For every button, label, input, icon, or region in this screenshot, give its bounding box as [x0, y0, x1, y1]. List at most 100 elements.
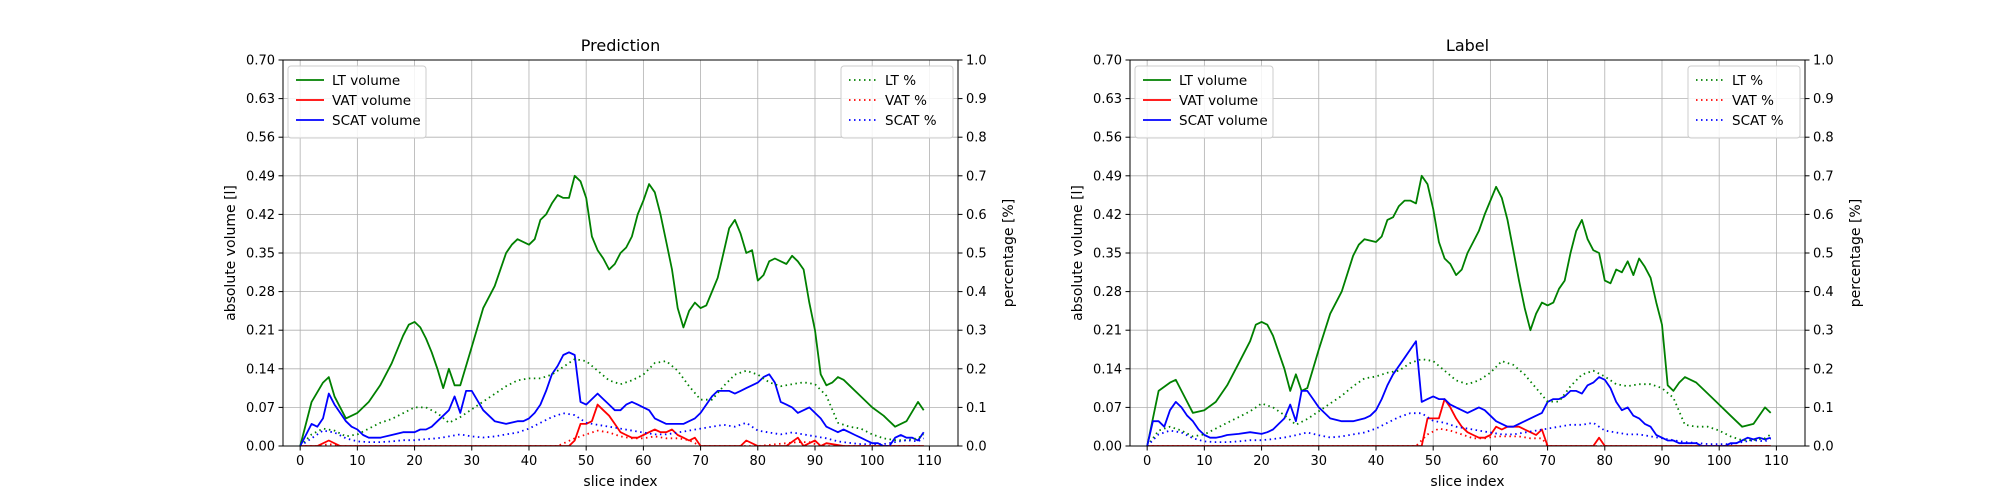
- y2-tick-label: 0.3: [1813, 324, 1834, 339]
- y-axis-label: absolute volume [l]: [1070, 185, 1086, 321]
- y2-tick-label: 0.8: [1813, 131, 1834, 146]
- y2-tick-label: 0.1: [966, 401, 987, 416]
- x-tick-label: 30: [463, 454, 480, 469]
- y2-tick-label: 0.3: [966, 324, 987, 339]
- legend: LT volume VAT volume SCAT volume: [287, 65, 427, 139]
- y-tick-label: 0.63: [246, 92, 275, 107]
- x-tick-label: 30: [1310, 454, 1327, 469]
- y2-tick-label: 0.2: [1813, 362, 1834, 377]
- y2-tick-label: 0.0: [1813, 440, 1834, 455]
- y-axis-label: absolute volume [l]: [223, 185, 239, 321]
- legend: LT volume VAT volume SCAT volume: [1134, 65, 1274, 139]
- legend-label: VAT %: [885, 93, 927, 109]
- y2-tick-label: 0.6: [1813, 208, 1834, 223]
- x-tick-label: 110: [1764, 454, 1789, 469]
- y2-tick-label: 0.8: [966, 131, 987, 146]
- chart-panel-1: 0 10 20 30 40 50 60 70 80 90 100 110 0.00 0.07 0.14 0.2…: [223, 36, 1017, 490]
- y2-tick-label: 0.7: [1813, 169, 1834, 184]
- y2-tick-label: 0.7: [966, 169, 987, 184]
- x-tick-label: 50: [578, 454, 595, 469]
- y2-tick-label: 0.4: [966, 285, 987, 300]
- x-tick-label: 20: [1253, 454, 1270, 469]
- x-tick-label: 0: [296, 454, 304, 469]
- chart-panel-2: 0 10 20 30 40 50 60 70 80 90 100 110 0.00 0.07 0.14 0.2…: [1070, 36, 1864, 490]
- y-tick-label: 0.56: [1093, 131, 1122, 146]
- y-tick-label: 0.56: [246, 131, 275, 146]
- x-tick-label: 90: [807, 454, 824, 469]
- x-tick-label: 100: [860, 454, 885, 469]
- series-line-scat-volume: [1146, 340, 1771, 446]
- series-line-lt: [1146, 358, 1772, 446]
- legend-label: VAT %: [1732, 93, 1774, 109]
- legend-label: SCAT %: [1732, 113, 1784, 129]
- x-tick-label: 100: [1707, 454, 1732, 469]
- y2-tick-label: 0.9: [1813, 92, 1834, 107]
- y2-tick-label: 0.9: [966, 92, 987, 107]
- y-tick-label: 0.49: [1093, 169, 1122, 184]
- legend-label: LT volume: [1179, 73, 1247, 89]
- x-tick-label: 20: [406, 454, 423, 469]
- legend-label: LT %: [1732, 73, 1763, 89]
- series-line-lt-volume: [1146, 174, 1772, 446]
- y-tick-label: 0.14: [1093, 362, 1122, 377]
- legend-label: SCAT %: [885, 113, 937, 129]
- x-tick-label: 80: [750, 454, 767, 469]
- x-tick-label: 110: [917, 454, 942, 469]
- legend-label: VAT volume: [332, 93, 411, 109]
- y-tick-label: 0.00: [1093, 440, 1122, 455]
- y2-tick-label: 0.0: [966, 440, 987, 455]
- x-tick-label: 10: [349, 454, 366, 469]
- y-tick-label: 0.28: [1093, 285, 1122, 300]
- x-tick-label: 50: [1425, 454, 1442, 469]
- y-tick-label: 0.49: [246, 169, 275, 184]
- legend-label: LT volume: [332, 73, 400, 89]
- legend: LT % VAT % SCAT %: [1687, 65, 1801, 139]
- series-group: [1146, 174, 1772, 446]
- chart-title: Label: [1446, 36, 1489, 55]
- y-tick-label: 0.63: [1093, 92, 1122, 107]
- x-tick-label: 0: [1143, 454, 1151, 469]
- series-line-scat: [1146, 412, 1772, 446]
- legend-label: SCAT volume: [332, 113, 421, 129]
- x-axis-label: slice index: [583, 474, 657, 490]
- x-tick-label: 60: [635, 454, 652, 469]
- chart-title: Prediction: [581, 36, 660, 55]
- y-tick-label: 0.35: [246, 247, 275, 262]
- series-line-vat: [1147, 427, 1771, 446]
- y-tick-label: 0.70: [246, 54, 275, 69]
- y2-tick-label: 1.0: [1813, 54, 1834, 69]
- y2-axis-label: percentage [%]: [1001, 199, 1017, 307]
- y-tick-label: 0.42: [1093, 208, 1122, 223]
- y2-tick-label: 0.5: [1813, 247, 1834, 262]
- y-tick-label: 0.42: [246, 208, 275, 223]
- y2-tick-label: 0.6: [966, 208, 987, 223]
- legend-label: VAT volume: [1179, 93, 1258, 109]
- y2-tick-label: 0.2: [966, 362, 987, 377]
- y-tick-label: 0.07: [1093, 401, 1122, 416]
- y-tick-label: 0.70: [1093, 54, 1122, 69]
- series-line-lt-volume: [299, 174, 925, 446]
- x-tick-label: 60: [1482, 454, 1499, 469]
- x-tick-label: 40: [1368, 454, 1385, 469]
- x-tick-label: 90: [1654, 454, 1671, 469]
- y-tick-label: 0.00: [246, 440, 275, 455]
- y2-tick-label: 1.0: [966, 54, 987, 69]
- y-tick-label: 0.07: [246, 401, 275, 416]
- legend-label: SCAT volume: [1179, 113, 1268, 129]
- y-tick-label: 0.35: [1093, 247, 1122, 262]
- series-line-scat-volume: [299, 351, 925, 446]
- y-tick-label: 0.21: [246, 324, 275, 339]
- x-tick-label: 70: [1539, 454, 1556, 469]
- series-group: [299, 174, 925, 446]
- x-tick-label: 40: [521, 454, 538, 469]
- y2-tick-label: 0.5: [966, 247, 987, 262]
- y2-tick-label: 0.4: [1813, 285, 1834, 300]
- legend-label: LT %: [885, 73, 916, 89]
- series-line-vat-volume: [1147, 398, 1771, 446]
- series-line-vat-volume: [300, 403, 924, 446]
- x-tick-label: 70: [692, 454, 709, 469]
- x-axis-label: slice index: [1430, 474, 1504, 490]
- x-tick-label: 10: [1196, 454, 1213, 469]
- legend: LT % VAT % SCAT %: [840, 65, 954, 139]
